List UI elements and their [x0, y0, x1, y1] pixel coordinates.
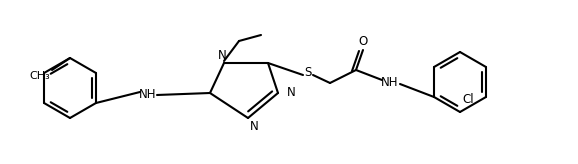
Text: Cl: Cl — [462, 93, 473, 106]
Text: S: S — [304, 66, 312, 80]
Text: N: N — [250, 120, 259, 133]
Text: CH₃: CH₃ — [29, 71, 50, 81]
Text: NH: NH — [139, 89, 157, 102]
Text: N: N — [287, 86, 296, 100]
Text: NH: NH — [381, 76, 399, 90]
Text: N: N — [218, 49, 227, 62]
Text: O: O — [358, 35, 368, 48]
